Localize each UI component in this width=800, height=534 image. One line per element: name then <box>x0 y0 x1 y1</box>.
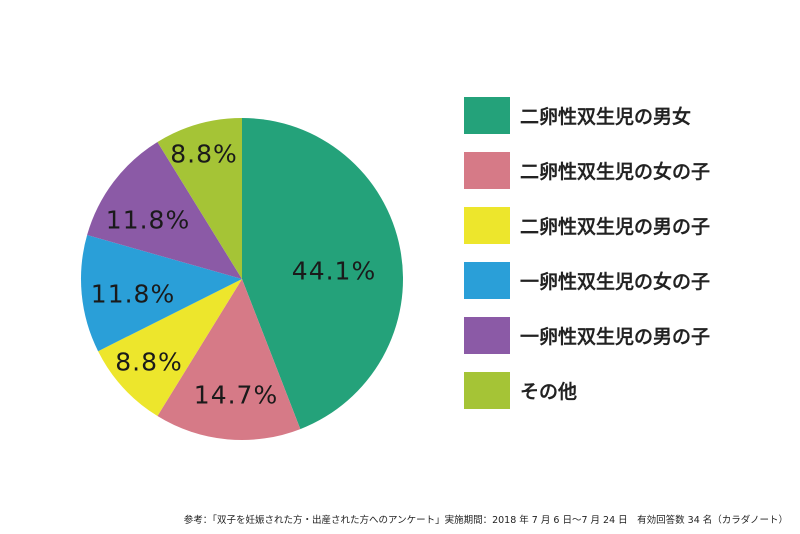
legend-swatch <box>464 316 510 354</box>
pie-slice-dizygotic-boys <box>98 279 243 417</box>
legend-label: 一卵性双生児の女の子 <box>520 270 711 293</box>
legend-swatch <box>464 151 510 189</box>
legend-label: 二卵性双生児の女の子 <box>520 160 711 183</box>
legend-swatch <box>464 261 510 299</box>
legend-label: 一卵性双生児の男の子 <box>520 325 711 348</box>
legend-item-other: その他 <box>464 371 577 409</box>
legend-swatch <box>464 371 510 409</box>
pie-slice-dizygotic-mixed <box>242 118 403 430</box>
legend-label: その他 <box>520 380 578 403</box>
legend-item-monozygotic-boys: 一卵性双生児の男の子 <box>464 316 710 354</box>
legend-label: 二卵性双生児の男女 <box>520 105 692 128</box>
legend-item-dizygotic-mixed: 二卵性双生児の男女 <box>464 96 691 134</box>
pie-slice-monozygotic-girls <box>81 235 243 352</box>
pie-slice-other <box>157 118 242 279</box>
legend-item-dizygotic-boys: 二卵性双生児の男の子 <box>464 206 710 244</box>
legend-swatch <box>464 206 510 244</box>
pie-slice-dizygotic-girls <box>157 279 301 440</box>
pie-slice-monozygotic-boys <box>87 141 242 279</box>
legend-swatch <box>464 96 510 134</box>
slice-label-monozygotic-girls: 11.8% <box>90 279 176 309</box>
slice-label-dizygotic-boys: 8.8% <box>115 347 183 377</box>
legend-item-dizygotic-girls: 二卵性双生児の女の子 <box>464 151 710 189</box>
legend-item-monozygotic-girls: 一卵性双生児の女の子 <box>464 261 710 299</box>
slice-label-dizygotic-mixed: 44.1% <box>291 256 377 286</box>
source-footnote: 参考：「双子を妊娠された方・出産された方へのアンケート」実施期間：2018 年 … <box>183 515 788 526</box>
slice-label-other: 8.8% <box>170 139 238 169</box>
slice-label-monozygotic-boys: 11.8% <box>105 205 191 235</box>
slice-label-dizygotic-girls: 14.7% <box>193 380 279 410</box>
legend-label: 二卵性双生児の男の子 <box>520 215 711 238</box>
